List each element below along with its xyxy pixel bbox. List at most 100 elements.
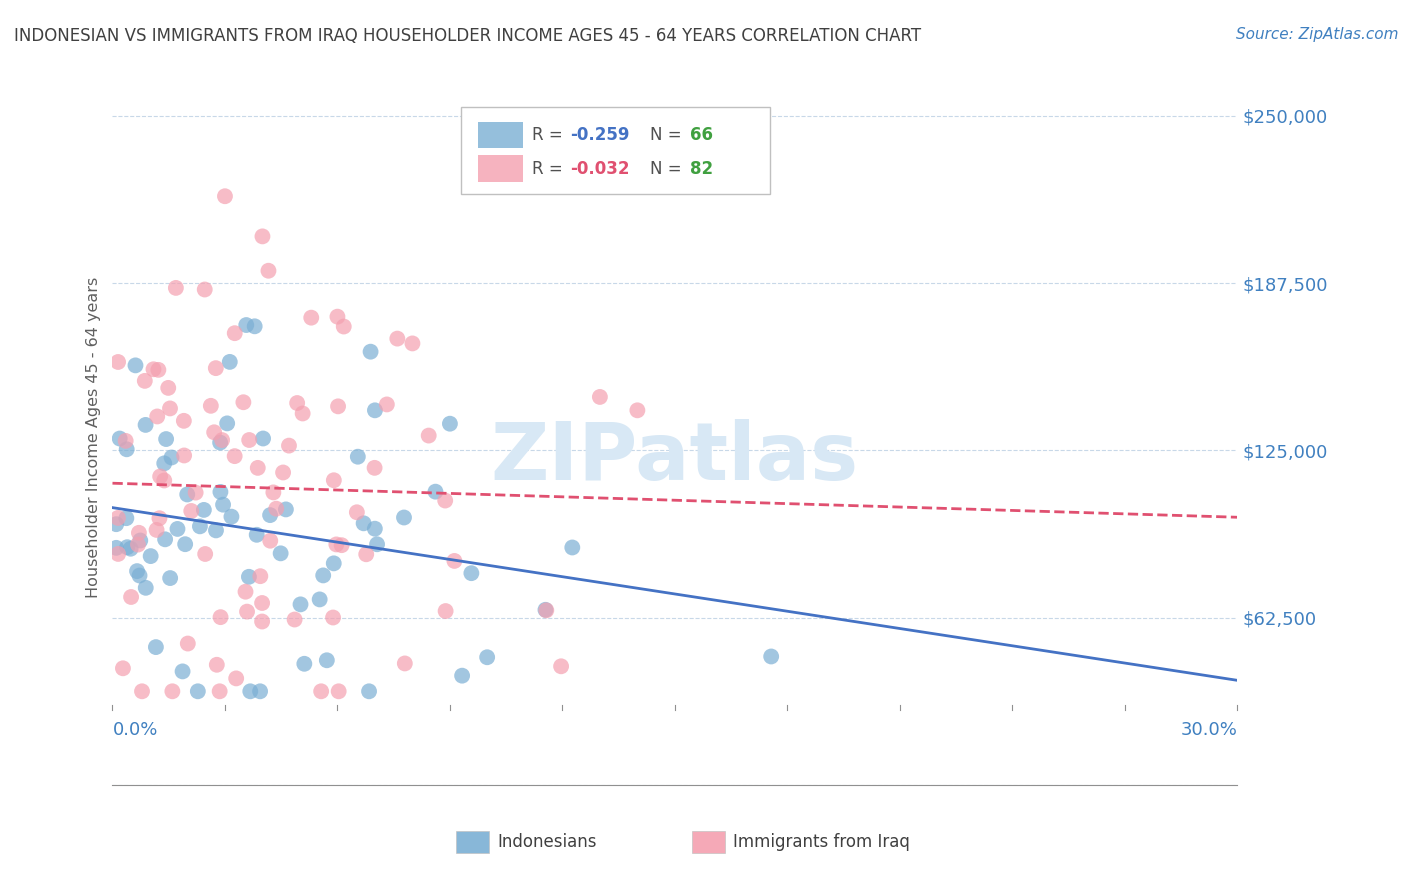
Point bbox=[105, 541, 128, 555]
Point bbox=[114, 434, 136, 448]
Point bbox=[187, 684, 209, 698]
Point bbox=[443, 554, 465, 568]
Point bbox=[155, 432, 177, 446]
Point bbox=[107, 547, 129, 561]
Point bbox=[259, 533, 281, 548]
Point bbox=[357, 684, 380, 698]
Point bbox=[129, 533, 152, 548]
Point bbox=[211, 433, 233, 447]
Point bbox=[139, 549, 162, 563]
Point bbox=[243, 319, 266, 334]
Point bbox=[111, 661, 134, 675]
Point bbox=[250, 596, 273, 610]
FancyBboxPatch shape bbox=[692, 830, 725, 853]
Point bbox=[115, 540, 138, 554]
Point bbox=[326, 400, 349, 414]
Text: -0.259: -0.259 bbox=[571, 126, 630, 145]
Point bbox=[153, 533, 176, 547]
Point bbox=[239, 684, 262, 698]
Point bbox=[224, 449, 246, 463]
Point bbox=[292, 657, 315, 671]
Point bbox=[364, 522, 387, 536]
Point bbox=[174, 537, 197, 551]
Point bbox=[264, 501, 287, 516]
Point bbox=[561, 541, 583, 555]
Point bbox=[160, 450, 183, 465]
Point bbox=[291, 407, 314, 421]
Point bbox=[346, 505, 368, 519]
Point bbox=[180, 504, 202, 518]
Point bbox=[115, 442, 138, 457]
Point bbox=[249, 684, 271, 698]
Point bbox=[173, 449, 195, 463]
Point bbox=[246, 461, 269, 475]
Point bbox=[128, 525, 150, 540]
Point bbox=[131, 684, 153, 698]
FancyBboxPatch shape bbox=[478, 122, 523, 148]
Text: R =: R = bbox=[531, 126, 568, 145]
Point bbox=[290, 598, 312, 612]
Point bbox=[392, 510, 415, 524]
Point bbox=[322, 610, 344, 624]
Point bbox=[108, 432, 131, 446]
FancyBboxPatch shape bbox=[478, 155, 523, 182]
Point bbox=[162, 684, 184, 698]
Point bbox=[299, 310, 322, 325]
Point bbox=[209, 610, 232, 624]
Point bbox=[262, 485, 284, 500]
Text: Indonesians: Indonesians bbox=[498, 833, 596, 851]
Point bbox=[315, 653, 337, 667]
Point bbox=[107, 511, 129, 525]
Point bbox=[252, 229, 274, 244]
Point bbox=[135, 417, 157, 432]
Point bbox=[200, 399, 222, 413]
Text: Source: ZipAtlas.com: Source: ZipAtlas.com bbox=[1236, 27, 1399, 42]
Point bbox=[394, 657, 416, 671]
Point bbox=[550, 659, 572, 673]
Y-axis label: Householder Income Ages 45 - 64 years: Householder Income Ages 45 - 64 years bbox=[86, 277, 101, 598]
Point bbox=[177, 636, 200, 650]
Point bbox=[214, 189, 236, 203]
Point bbox=[166, 522, 188, 536]
Point bbox=[252, 432, 274, 446]
Point bbox=[308, 592, 330, 607]
Point bbox=[375, 397, 398, 411]
Point bbox=[759, 649, 782, 664]
Point bbox=[146, 409, 169, 424]
Point bbox=[328, 684, 350, 698]
Text: Immigrants from Iraq: Immigrants from Iraq bbox=[734, 833, 910, 851]
Point bbox=[536, 603, 558, 617]
Point bbox=[363, 460, 385, 475]
Point bbox=[451, 668, 474, 682]
Point bbox=[434, 493, 457, 508]
Point bbox=[204, 361, 226, 376]
Point bbox=[439, 417, 461, 431]
Point bbox=[326, 310, 349, 324]
Point bbox=[159, 571, 181, 585]
Point bbox=[148, 363, 170, 377]
Point bbox=[218, 355, 240, 369]
Point bbox=[322, 557, 344, 571]
Point bbox=[120, 590, 142, 604]
Point bbox=[173, 414, 195, 428]
Point bbox=[246, 528, 269, 542]
Text: 0.0%: 0.0% bbox=[112, 721, 157, 739]
Point bbox=[309, 684, 332, 698]
Point bbox=[589, 390, 612, 404]
Point bbox=[135, 581, 157, 595]
Point bbox=[105, 517, 128, 532]
Point bbox=[418, 428, 440, 442]
Point bbox=[271, 466, 294, 480]
Point bbox=[284, 613, 307, 627]
Point bbox=[202, 425, 225, 440]
Point bbox=[366, 537, 388, 551]
Point bbox=[235, 584, 257, 599]
Text: 82: 82 bbox=[689, 160, 713, 178]
Point bbox=[434, 604, 457, 618]
Point bbox=[278, 439, 301, 453]
Point bbox=[626, 403, 648, 417]
Point bbox=[330, 538, 353, 552]
Point bbox=[270, 546, 292, 560]
Point bbox=[259, 508, 281, 522]
Point bbox=[235, 318, 257, 332]
